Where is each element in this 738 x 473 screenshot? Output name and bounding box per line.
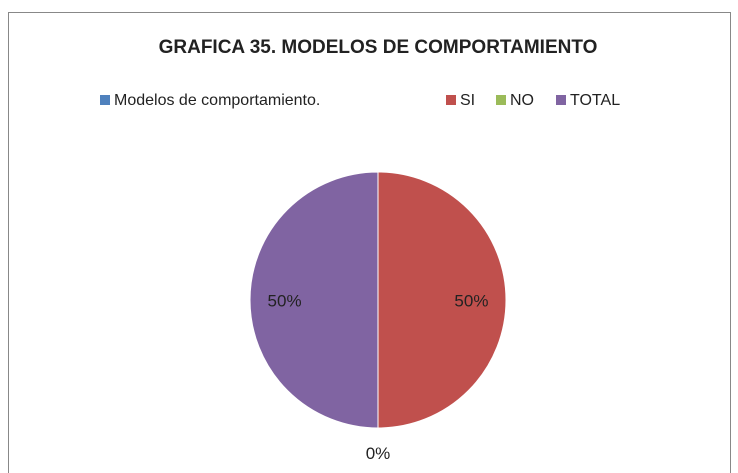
- legend-swatch: [556, 95, 566, 105]
- data-label: 50%: [268, 291, 302, 310]
- legend-label: NO: [510, 92, 534, 109]
- pie-slice: [377, 171, 507, 429]
- data-label: 0%: [366, 444, 391, 463]
- legend-swatch: [496, 95, 506, 105]
- data-label: 50%: [454, 291, 488, 310]
- legend-label: SI: [460, 92, 475, 109]
- legend-label: TOTAL: [570, 92, 620, 109]
- pie-slice: [249, 171, 379, 429]
- legend-swatch: [100, 95, 110, 105]
- legend-label: Modelos de comportamiento.: [114, 92, 320, 109]
- legend-swatch: [446, 95, 456, 105]
- chart-title: GRAFICA 35. MODELOS DE COMPORTAMIENTO: [159, 37, 598, 58]
